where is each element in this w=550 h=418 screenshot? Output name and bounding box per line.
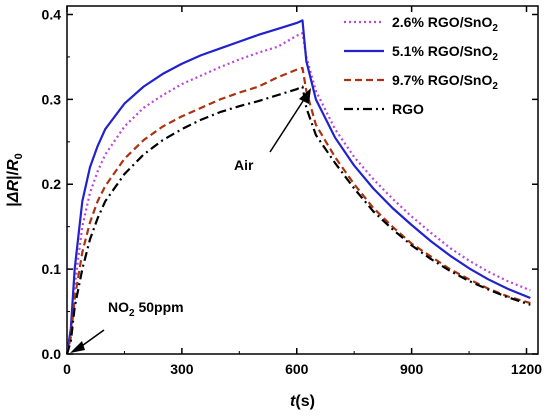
y-axis-label: |ΔR|/R0 [5,153,25,206]
annotation-no2-sub: 2 [129,308,135,319]
x-tick-label: 900 [400,361,424,377]
y-tick-label: 0.0 [42,346,62,362]
legend-label-4: RGO [392,101,424,117]
legend-label-sub: 2 [492,52,498,63]
legend-label-main: 9.7% RGO/SnO [392,72,492,88]
annotation-no2-rest: 50ppm [135,299,184,315]
x-tick-label: 0 [63,361,71,377]
annotation-no2-text: NO2 50ppm [108,299,184,319]
y-axis-label-bar-open: | [5,202,22,206]
series-layer [65,19,531,355]
y-axis-label-r: R [5,179,22,191]
annotation-no2-main: NO [108,299,129,315]
series-line-1 [65,32,531,355]
annotation-air-arrow [269,97,306,153]
series-line-2 [65,19,531,355]
legend-label-main: RGO [392,101,424,117]
legend-label-main: 2.6% RGO/SnO [392,14,492,30]
legend-label-sub: 2 [492,23,498,34]
y-axis-label-r0: R [5,159,22,171]
legend-label-main: 5.1% RGO/SnO [392,43,492,59]
annotation-no2: NO2 50ppm [70,299,184,353]
y-axis-label-bar-close: |/ [5,170,22,179]
legend-label-2: 5.1% RGO/SnO2 [392,43,498,63]
annotation-air: Air [234,88,311,173]
annotation-no2-arrowhead [70,341,85,353]
y-axis-label-delta: Δ [5,191,22,203]
x-axis-label-rest: (s) [295,393,315,410]
legend-label-3: 9.7% RGO/SnO2 [392,72,498,92]
annotation-air-arrowhead [299,88,311,104]
series-line-3 [65,66,531,355]
x-tick-label: 600 [285,361,309,377]
y-tick-label: 0.2 [42,176,62,192]
y-tick-label: 0.1 [42,261,62,277]
plot-frame [66,5,539,355]
x-axis-label: t(s) [290,393,315,410]
y-tick-label: 0.4 [42,6,62,22]
axis-ticks: 0 300 600 900 1200 0.0 0.1 0.2 0.3 0.4 [42,6,542,377]
y-axis-label-subscript: 0 [13,153,25,159]
series-line-4 [65,85,531,355]
annotation-air-text: Air [234,157,254,173]
x-tick-label: 1200 [511,361,542,377]
x-axis-label-italic: t [290,393,296,410]
legend-label-sub: 2 [492,81,498,92]
y-tick-label: 0.3 [42,91,62,107]
x-tick-label: 300 [170,361,194,377]
legend-label-1: 2.6% RGO/SnO2 [392,14,498,34]
